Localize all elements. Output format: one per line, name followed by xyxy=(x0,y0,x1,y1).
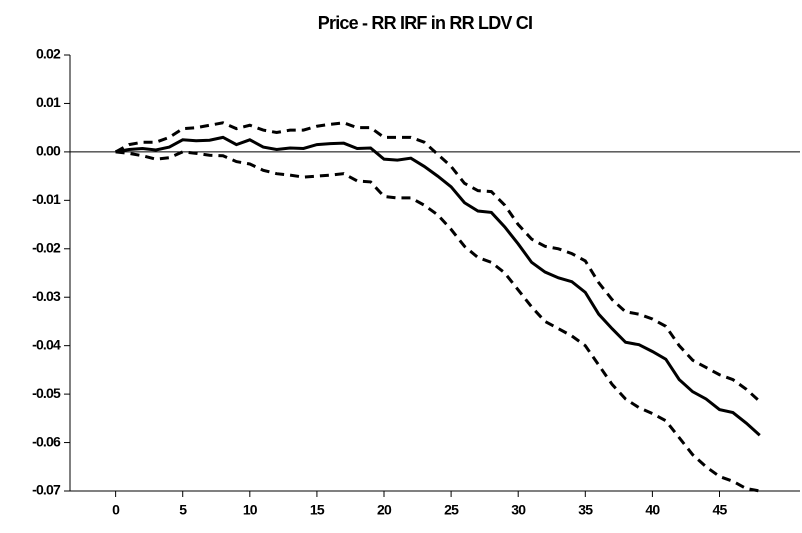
x-tick-label: 0 xyxy=(112,502,120,518)
x-tick-label: 5 xyxy=(179,502,187,518)
x-tick-label: 10 xyxy=(243,502,258,518)
x-tick-label: 45 xyxy=(712,502,727,518)
x-tick-label: 15 xyxy=(310,502,325,518)
y-tick-label: -0.02 xyxy=(32,239,61,255)
x-tick-label: 35 xyxy=(578,502,593,518)
y-tick-label: -0.07 xyxy=(32,482,61,498)
chart-title: Price - RR IRF in RR LDV CI xyxy=(318,13,532,33)
y-tick-label: -0.06 xyxy=(32,433,61,449)
x-tick-label: 25 xyxy=(444,502,459,518)
x-tick-label: 40 xyxy=(645,502,660,518)
y-tick-label: -0.01 xyxy=(32,191,61,207)
y-tick-label: -0.04 xyxy=(32,336,61,352)
y-tick-label: 0.02 xyxy=(36,46,61,62)
x-tick-label: 30 xyxy=(511,502,526,518)
confidence-band-line xyxy=(115,150,761,493)
y-tick-label: -0.05 xyxy=(32,385,61,401)
y-tick-label: -0.03 xyxy=(32,288,61,304)
irf-line xyxy=(115,135,761,437)
x-tick-label: 20 xyxy=(377,502,392,518)
confidence-band-line xyxy=(114,121,761,403)
y-tick-label: 0.00 xyxy=(36,143,61,159)
y-tick-label: 0.01 xyxy=(36,94,61,110)
